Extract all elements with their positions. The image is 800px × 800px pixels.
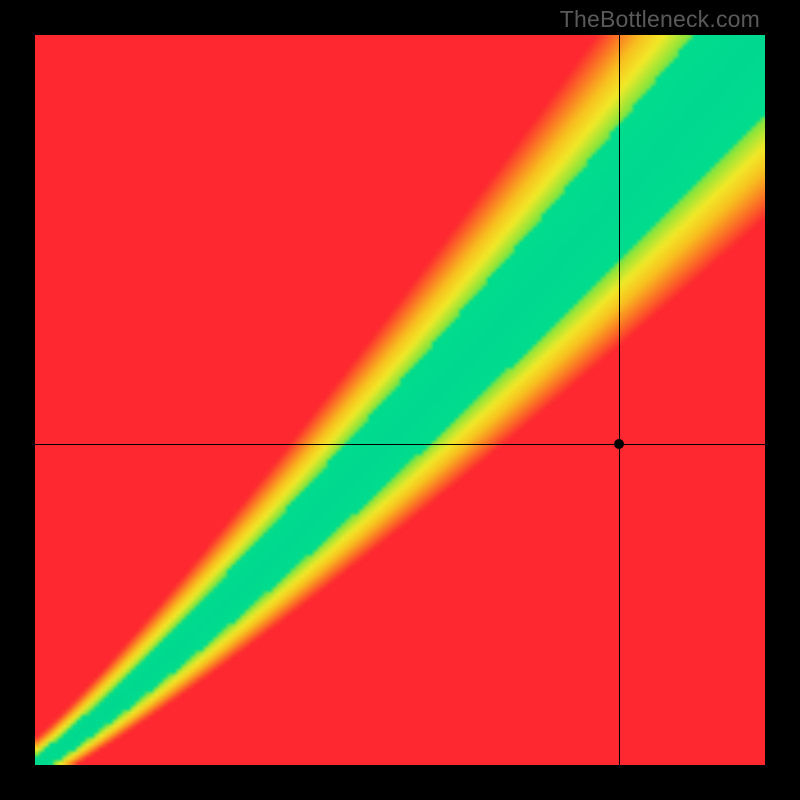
watermark-text: TheBottleneck.com xyxy=(560,6,760,33)
heatmap-canvas xyxy=(35,35,765,765)
crosshair-horizontal xyxy=(35,444,765,445)
crosshair-point xyxy=(614,439,624,449)
crosshair-vertical xyxy=(619,35,620,765)
heatmap-plot xyxy=(35,35,765,765)
